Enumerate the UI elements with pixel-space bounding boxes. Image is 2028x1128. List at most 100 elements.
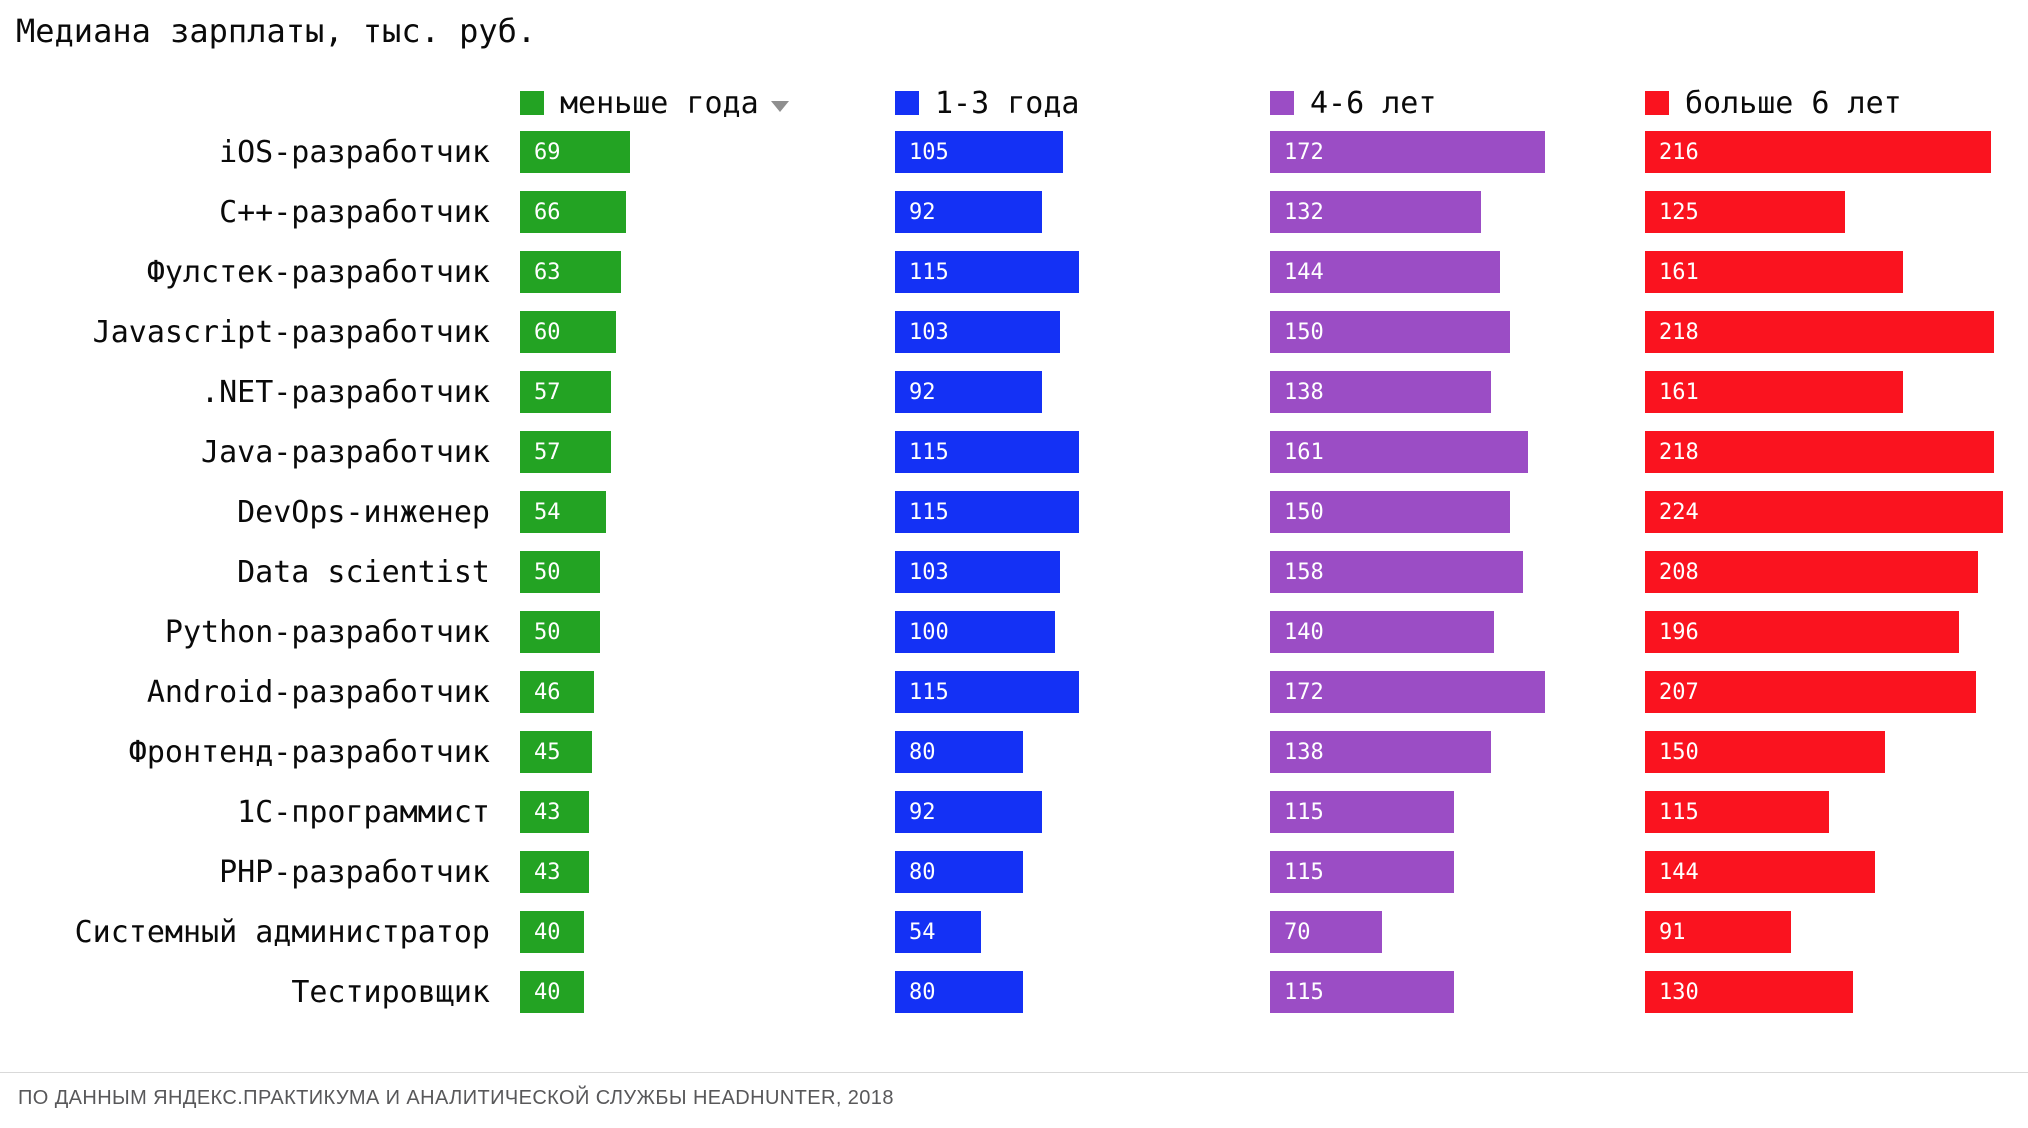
bar-value: 115 <box>1284 799 1324 825</box>
bar-value: 218 <box>1659 319 1699 345</box>
bar: 40 <box>520 911 584 953</box>
legend-item-less-than-year[interactable]: меньше года <box>520 85 895 121</box>
bar-value: 57 <box>534 439 561 465</box>
bar-cell: 100 <box>895 611 1270 653</box>
bar-cell: 207 <box>1645 671 2020 713</box>
row-label: PHP-разработчик <box>219 854 490 890</box>
bar-value: 218 <box>1659 439 1699 465</box>
bar: 103 <box>895 551 1060 593</box>
bar-rows: iOS-разработчик 69 105 172 216 C++-разработчи… <box>0 122 2028 1022</box>
bar-value: 161 <box>1284 439 1324 465</box>
bar-value: 115 <box>909 259 949 285</box>
bar-cell: 161 <box>1645 371 2020 413</box>
bar-cell: 132 <box>1270 191 1645 233</box>
bar-cell: 196 <box>1645 611 2020 653</box>
row-label: Java-разработчик <box>201 434 490 470</box>
bar: 218 <box>1645 431 1994 473</box>
bar-cell: 144 <box>1645 851 2020 893</box>
bar-cell: 115 <box>895 431 1270 473</box>
bar: 91 <box>1645 911 1791 953</box>
bar-value: 54 <box>534 499 561 525</box>
bar: 46 <box>520 671 594 713</box>
table-row: iOS-разработчик 69 105 172 216 <box>0 122 2028 182</box>
bar-cell: 208 <box>1645 551 2020 593</box>
bar: 172 <box>1270 131 1545 173</box>
bar-cell: 46 <box>520 671 895 713</box>
row-label: Фулстек-разработчик <box>146 254 490 290</box>
bar-value: 138 <box>1284 379 1324 405</box>
bar: 100 <box>895 611 1055 653</box>
bar-cell: 161 <box>1645 251 2020 293</box>
bar-value: 50 <box>534 619 561 645</box>
bar-cell: 158 <box>1270 551 1645 593</box>
table-row: Android-разработчик 46 115 172 207 <box>0 662 2028 722</box>
bar-value: 158 <box>1284 559 1324 585</box>
bar-cell: 125 <box>1645 191 2020 233</box>
bar-value: 92 <box>909 799 936 825</box>
bar-value: 130 <box>1659 979 1699 1005</box>
bar-value: 63 <box>534 259 561 285</box>
bar: 63 <box>520 251 621 293</box>
caret-down-icon[interactable] <box>770 100 789 112</box>
row-label: 1C-программист <box>237 794 490 830</box>
bar-cell: 138 <box>1270 371 1645 413</box>
bar-cell: 92 <box>895 191 1270 233</box>
bar: 60 <box>520 311 616 353</box>
bar: 115 <box>895 251 1079 293</box>
bar-cell: 92 <box>895 371 1270 413</box>
bar-cell: 43 <box>520 851 895 893</box>
bar-value: 196 <box>1659 619 1699 645</box>
legend: меньше года 1-3 года 4-6 лет больше 6 ле… <box>520 85 2020 121</box>
legend-swatch-red <box>1645 91 1669 115</box>
bar-value: 138 <box>1284 739 1324 765</box>
bar-value: 207 <box>1659 679 1699 705</box>
bar: 103 <box>895 311 1060 353</box>
bar: 80 <box>895 851 1023 893</box>
bar-cell: 140 <box>1270 611 1645 653</box>
bar: 54 <box>520 491 606 533</box>
bar-value: 208 <box>1659 559 1699 585</box>
bar-value: 115 <box>909 499 949 525</box>
bar-value: 144 <box>1284 259 1324 285</box>
bar-cell: 138 <box>1270 731 1645 773</box>
bar-value: 80 <box>909 859 936 885</box>
bar: 150 <box>1645 731 1885 773</box>
legend-label-less-than-year: меньше года <box>560 85 759 121</box>
bar-value: 80 <box>909 739 936 765</box>
table-row: Data scientist 50 103 158 208 <box>0 542 2028 602</box>
table-row: DevOps-инженер 54 115 150 224 <box>0 482 2028 542</box>
bar-cell: 69 <box>520 131 895 173</box>
source-note: ПО ДАННЫМ ЯНДЕКС.ПРАКТИКУМА И АНАЛИТИЧЕС… <box>18 1087 894 1109</box>
bar: 130 <box>1645 971 1853 1013</box>
bar-cell: 91 <box>1645 911 2020 953</box>
bar: 92 <box>895 791 1042 833</box>
bar-cell: 115 <box>895 491 1270 533</box>
bar: 216 <box>1645 131 1991 173</box>
bar: 207 <box>1645 671 1976 713</box>
bar-cell: 80 <box>895 851 1270 893</box>
bar-cell: 70 <box>1270 911 1645 953</box>
row-label: C++-разработчик <box>219 194 490 230</box>
row-label: .NET-разработчик <box>201 374 490 410</box>
legend-label-1-3-years: 1-3 года <box>935 85 1080 121</box>
table-row: Python-разработчик 50 100 140 196 <box>0 602 2028 662</box>
bar-value: 125 <box>1659 199 1699 225</box>
bar-cell: 150 <box>1645 731 2020 773</box>
bar: 92 <box>895 371 1042 413</box>
bar-value: 161 <box>1659 259 1699 285</box>
row-label: Data scientist <box>237 554 490 590</box>
bar: 115 <box>1645 791 1829 833</box>
bar-cell: 60 <box>520 311 895 353</box>
bar-cell: 40 <box>520 911 895 953</box>
bar-value: 92 <box>909 379 936 405</box>
bar-value: 103 <box>909 319 949 345</box>
bar-value: 40 <box>534 919 561 945</box>
bar-value: 66 <box>534 199 561 225</box>
bar-value: 60 <box>534 319 561 345</box>
bar-value: 172 <box>1284 679 1324 705</box>
chart-title: Медиана зарплаты, тыс. руб. <box>16 12 537 50</box>
table-row: Java-разработчик 57 115 161 218 <box>0 422 2028 482</box>
row-label: Тестировщик <box>291 974 490 1010</box>
bar-cell: 57 <box>520 431 895 473</box>
bar-cell: 172 <box>1270 131 1645 173</box>
